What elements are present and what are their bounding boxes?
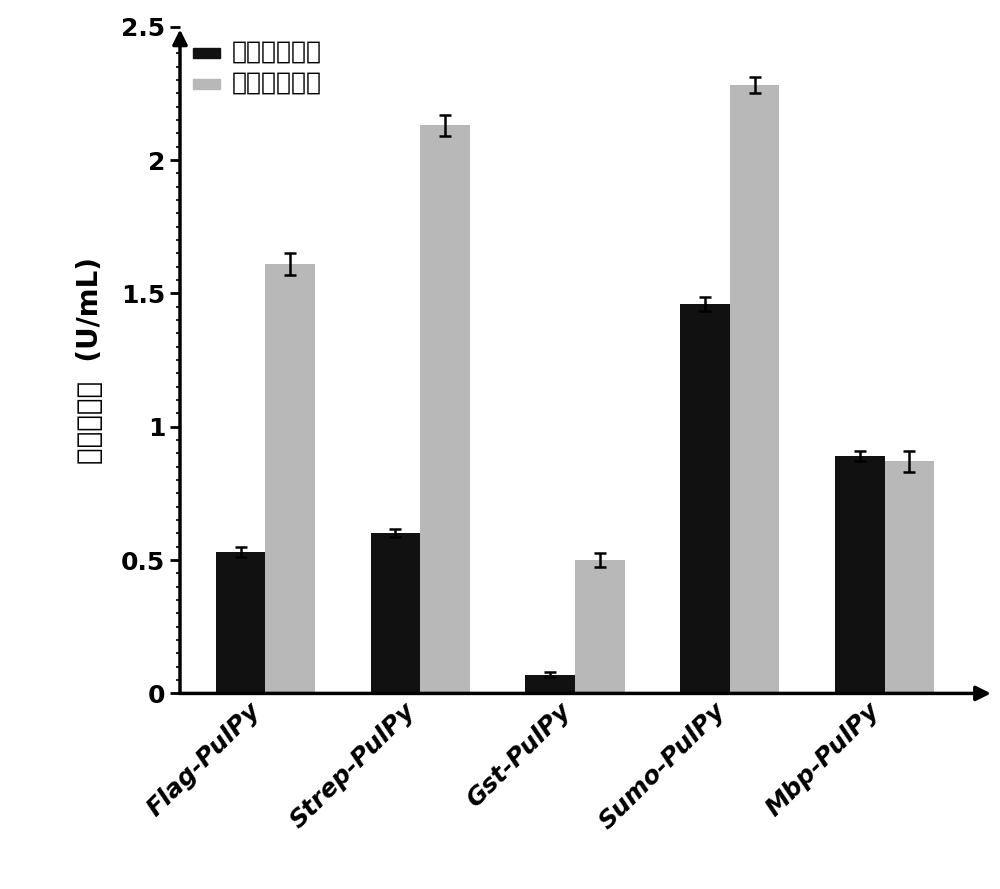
Bar [216, 552, 265, 693]
Bar [525, 675, 575, 693]
Legend: 细胞破碎上清, 细胞破碎沉淠: 细胞破碎上清, 细胞破碎沉淠 [187, 34, 327, 100]
Bar [680, 304, 730, 693]
Bar [730, 85, 779, 693]
Bar [885, 461, 934, 693]
Bar [371, 533, 420, 693]
Bar [835, 456, 885, 693]
Bar [265, 264, 315, 693]
Bar [420, 125, 470, 693]
Bar [575, 560, 625, 693]
Y-axis label: 普鲁兰酶活  (U/mL): 普鲁兰酶活 (U/mL) [76, 257, 104, 463]
